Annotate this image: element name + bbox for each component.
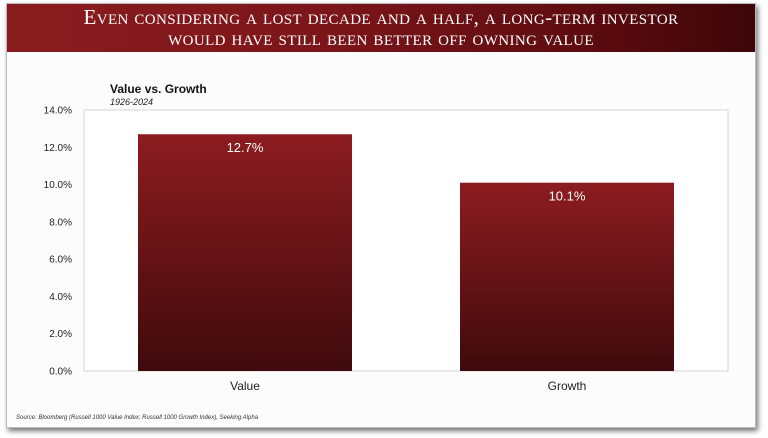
y-tick-label: 12.0% xyxy=(44,143,72,154)
chart-title: Value vs. Growth xyxy=(110,82,207,96)
source-note: Source: Bloomberg (Russell 1000 Value In… xyxy=(16,415,259,421)
y-tick-label: 2.0% xyxy=(49,329,72,340)
data-label: 12.7% xyxy=(227,140,264,155)
data-label: 10.1% xyxy=(549,189,586,204)
bar-growth xyxy=(460,182,674,371)
y-tick-label: 8.0% xyxy=(49,217,72,228)
y-tick-label: 0.0% xyxy=(49,367,72,378)
y-tick-label: 4.0% xyxy=(49,292,72,303)
y-tick-label: 14.0% xyxy=(44,106,72,117)
chart-subtitle: 1926-2024 xyxy=(110,97,154,107)
y-tick-label: 10.0% xyxy=(44,180,72,191)
slide-title-line-2: would have still been better off owning … xyxy=(168,26,594,50)
slide-header: Even considering a lost decade and a hal… xyxy=(7,4,755,52)
y-tick-label: 6.0% xyxy=(49,255,72,266)
x-tick-label: Growth xyxy=(548,379,587,393)
bar-value xyxy=(138,134,352,371)
x-tick-label: Value xyxy=(230,379,260,393)
slide-title-line-1: Even considering a lost decade and a hal… xyxy=(83,5,679,29)
